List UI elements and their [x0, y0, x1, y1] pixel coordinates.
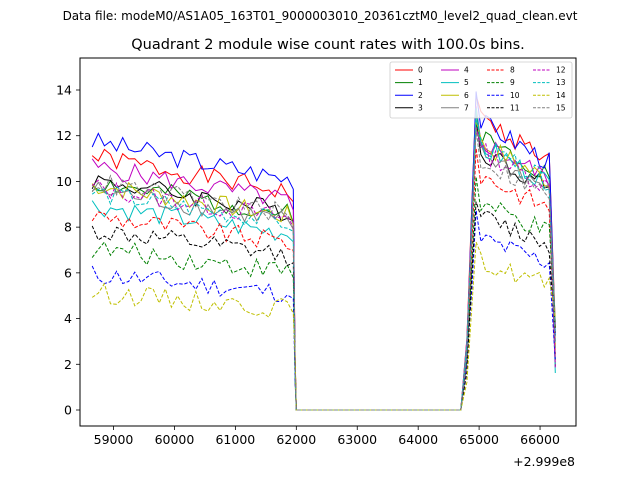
- series-line-6: [91, 120, 556, 411]
- legend-label-1: 1: [418, 78, 423, 87]
- plot-series: [91, 91, 556, 411]
- x-tick-label: 66000: [520, 432, 560, 447]
- series-line-9: [91, 176, 556, 411]
- x-axis: 59000 60000 61000 62000 63000 64000 65000 66000: [94, 426, 560, 447]
- y-tick-label: 12: [56, 128, 72, 143]
- series-line-11: [91, 201, 556, 411]
- x-tick-label: 62000: [276, 432, 316, 447]
- x-tick-label: 63000: [337, 432, 377, 447]
- legend-label-10: 10: [510, 91, 520, 100]
- y-tick-label: 8: [64, 220, 72, 235]
- y-axis: 0 2 4 6 8 10 12 14: [56, 83, 80, 418]
- x-tick-label: 59000: [94, 432, 134, 447]
- series-line-10: [91, 210, 556, 411]
- legend-label-3: 3: [418, 103, 423, 112]
- legend-label-15: 15: [556, 103, 566, 112]
- legend-label-4: 4: [464, 66, 469, 75]
- legend-label-9: 9: [510, 78, 515, 87]
- x-offset-label: +2.999e8: [513, 454, 575, 469]
- legend-label-13: 13: [556, 78, 566, 87]
- series-line-3: [91, 119, 556, 411]
- chart-title: Quadrant 2 module wise count rates with …: [131, 37, 525, 53]
- axes-frame: [79, 57, 577, 427]
- series-line-0: [91, 95, 556, 411]
- legend-label-11: 11: [510, 103, 520, 112]
- legend-label-7: 7: [464, 103, 469, 112]
- y-tick-label: 0: [64, 403, 72, 418]
- y-tick-label: 10: [56, 174, 72, 189]
- series-line-2: [91, 91, 556, 411]
- series-line-12: [91, 127, 556, 411]
- y-tick-label: 6: [64, 265, 72, 280]
- series-line-7: [91, 127, 556, 411]
- legend-label-14: 14: [556, 91, 566, 100]
- suptitle: Data file: modeM0/AS1A05_163T01_90000030…: [63, 9, 578, 23]
- x-tick-label: 60000: [155, 432, 195, 447]
- legend-label-6: 6: [464, 91, 469, 100]
- x-tick-label: 61000: [215, 432, 255, 447]
- series-line-8: [91, 148, 556, 411]
- x-tick-label: 64000: [398, 432, 438, 447]
- legend-label-0: 0: [418, 66, 423, 75]
- y-tick-label: 14: [56, 83, 72, 98]
- y-tick-label: 4: [64, 311, 72, 326]
- legend-label-2: 2: [418, 91, 423, 100]
- series-line-15: [91, 128, 556, 411]
- series-line-4: [91, 106, 556, 411]
- legend-label-12: 12: [556, 66, 566, 75]
- legend-label-5: 5: [464, 78, 469, 87]
- series-line-13: [91, 119, 556, 411]
- y-tick-label: 2: [64, 357, 72, 372]
- legend-label-8: 8: [510, 66, 515, 75]
- x-tick-label: 65000: [459, 432, 499, 447]
- legend-box: [389, 61, 573, 119]
